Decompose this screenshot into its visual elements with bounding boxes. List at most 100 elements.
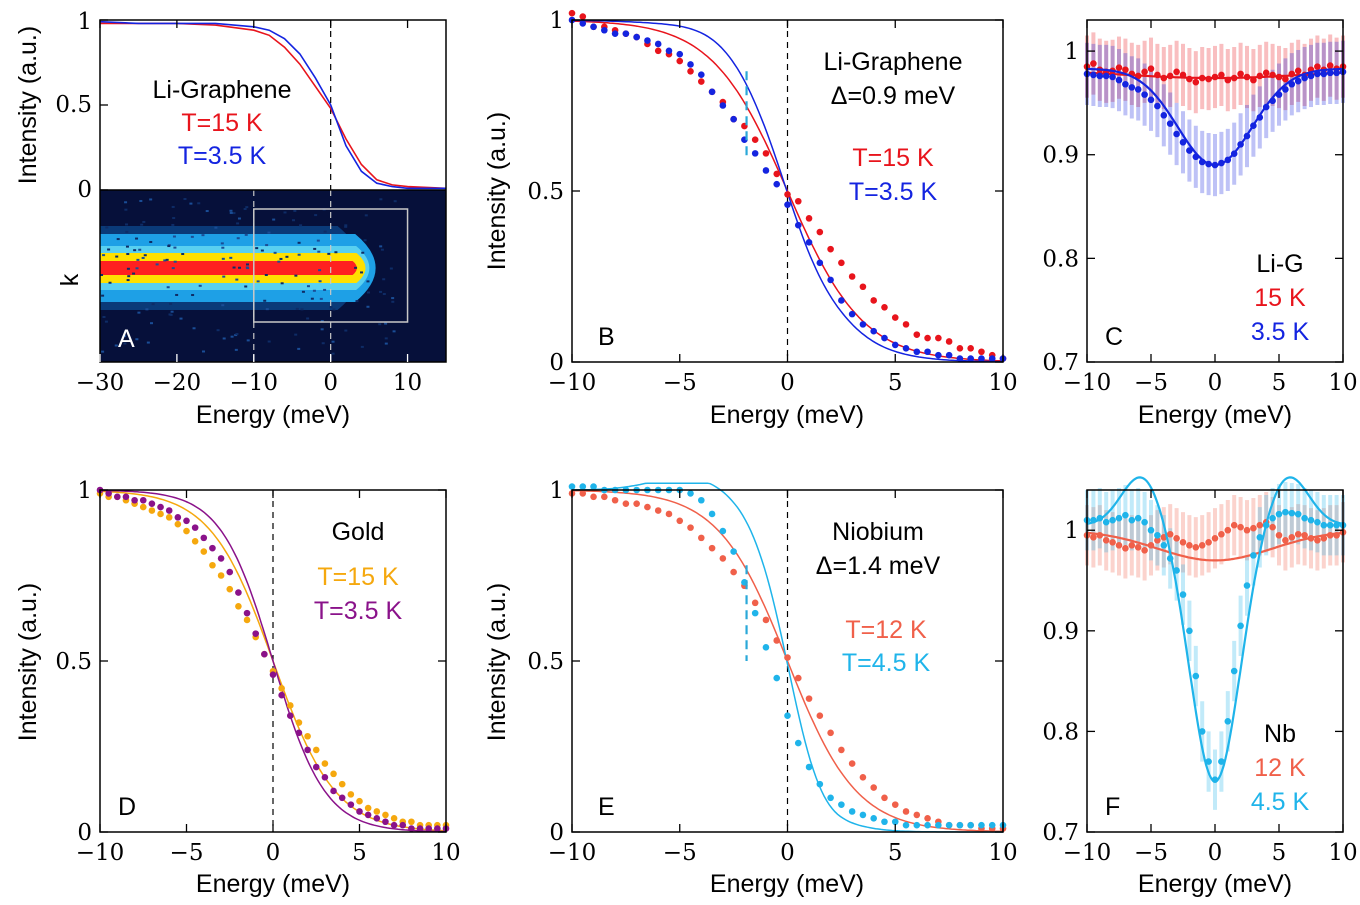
fit-curve	[1086, 531, 1344, 562]
k-map-noise	[165, 258, 169, 261]
x-tick-label: −5	[170, 840, 204, 866]
data-point	[1237, 141, 1244, 148]
k-map-noise	[229, 211, 233, 214]
panel-f-xlabel: Energy (meV)	[1138, 870, 1292, 898]
k-map-noise	[323, 230, 327, 233]
k-map-noise	[149, 240, 153, 243]
data-point	[794, 739, 802, 747]
k-map-noise	[361, 251, 365, 254]
k-map-noise	[173, 246, 177, 249]
panel-e-gap-label: Δ=1.4 meV	[816, 552, 941, 580]
k-map-noise	[331, 340, 335, 343]
panel-e-marks	[568, 482, 1007, 833]
k-map-noise	[355, 300, 359, 303]
panel-c-letter: C	[1105, 323, 1123, 351]
data-point	[1154, 102, 1161, 110]
data-point	[1288, 80, 1296, 88]
data-point	[1301, 514, 1308, 522]
data-point	[590, 493, 597, 501]
data-point	[698, 534, 705, 542]
data-point	[945, 338, 953, 345]
k-map-noise	[393, 200, 397, 203]
y-tick-label: 0.8	[1042, 719, 1079, 745]
k-map-noise	[137, 311, 141, 314]
k-map-noise	[221, 246, 225, 249]
k-map-noise	[133, 249, 137, 252]
k-map-noise	[170, 310, 174, 313]
data-point	[1166, 530, 1174, 538]
data-point	[816, 228, 824, 236]
k-map-noise	[294, 274, 298, 277]
panel-e: −10 −5 0 5 10 0 0.5 1 Intensity (a.u.) Energy (…	[483, 478, 1018, 898]
data-point	[827, 276, 834, 284]
k-map-noise	[232, 212, 236, 215]
panel-c-legend-15k: 15 K	[1254, 284, 1306, 312]
k-map-noise	[327, 252, 331, 255]
data-point	[924, 821, 931, 829]
y-tick-label: 0	[549, 820, 564, 846]
k-map-noise	[384, 322, 388, 325]
data-point	[924, 334, 931, 342]
x-tick-label: 10	[1328, 840, 1357, 866]
k-map-noise	[314, 214, 318, 217]
k-map-noise	[245, 206, 249, 209]
k-map-noise	[265, 308, 269, 311]
k-map-noise	[384, 342, 388, 345]
x-tick-label: 5	[1272, 840, 1287, 866]
data-point	[1179, 71, 1187, 79]
data-point	[870, 815, 877, 822]
data-point	[287, 712, 294, 720]
k-map-noise	[169, 302, 173, 305]
k-map-noise	[360, 345, 364, 348]
panel-a: −30 −20 −10 0 10 1 0.5 0 Intensity (a.u.) k …	[14, 9, 447, 429]
data-point	[838, 259, 845, 267]
data-point	[848, 760, 856, 767]
data-point	[644, 503, 651, 511]
data-point	[1141, 518, 1148, 526]
k-map-noise	[366, 291, 370, 294]
k-map-noise	[312, 289, 316, 292]
x-tick-label: 10	[431, 840, 460, 866]
panel-d-legend-15k: T=15 K	[317, 563, 399, 591]
data-point	[1205, 75, 1212, 83]
k-map-noise	[127, 275, 131, 278]
panel-f-letter: F	[1105, 793, 1120, 821]
data-point	[226, 568, 234, 576]
data-point	[859, 321, 867, 328]
data-point	[838, 746, 845, 754]
k-map-noise	[378, 323, 382, 326]
k-map-noise	[389, 267, 393, 270]
k-map-noise	[104, 320, 108, 323]
panel-d-xlabel: Energy (meV)	[196, 870, 350, 898]
data-point	[1320, 534, 1328, 542]
k-map-noise	[344, 225, 348, 228]
k-map-noise	[126, 253, 130, 256]
x-tick-label: −10	[230, 370, 279, 396]
data-point	[1179, 539, 1187, 546]
k-map-noise	[321, 342, 325, 345]
data-point	[105, 490, 112, 497]
data-point	[1230, 74, 1238, 82]
data-point	[676, 517, 684, 525]
panel-d-material-label: Gold	[332, 518, 385, 546]
panel-d-ylabel: Intensity (a.u.)	[14, 583, 42, 741]
data-point	[805, 763, 813, 771]
y-tick-label: 0.5	[55, 649, 92, 675]
x-tick-label: 10	[988, 370, 1017, 396]
data-point	[382, 811, 389, 819]
data-point	[1250, 524, 1257, 532]
data-point	[827, 245, 834, 253]
data-point	[665, 47, 673, 55]
k-map-noise	[354, 266, 358, 269]
k-map-noise	[392, 330, 396, 333]
data-point	[373, 808, 381, 815]
data-point	[1134, 514, 1142, 522]
data-point	[174, 514, 182, 521]
k-map-noise	[256, 280, 260, 283]
k-map-noise	[379, 290, 383, 293]
y-tick-label: 0.7	[1042, 350, 1079, 376]
data-point	[1218, 159, 1225, 167]
k-map-noise	[229, 209, 233, 212]
data-point	[687, 61, 694, 68]
data-point	[1326, 62, 1334, 69]
